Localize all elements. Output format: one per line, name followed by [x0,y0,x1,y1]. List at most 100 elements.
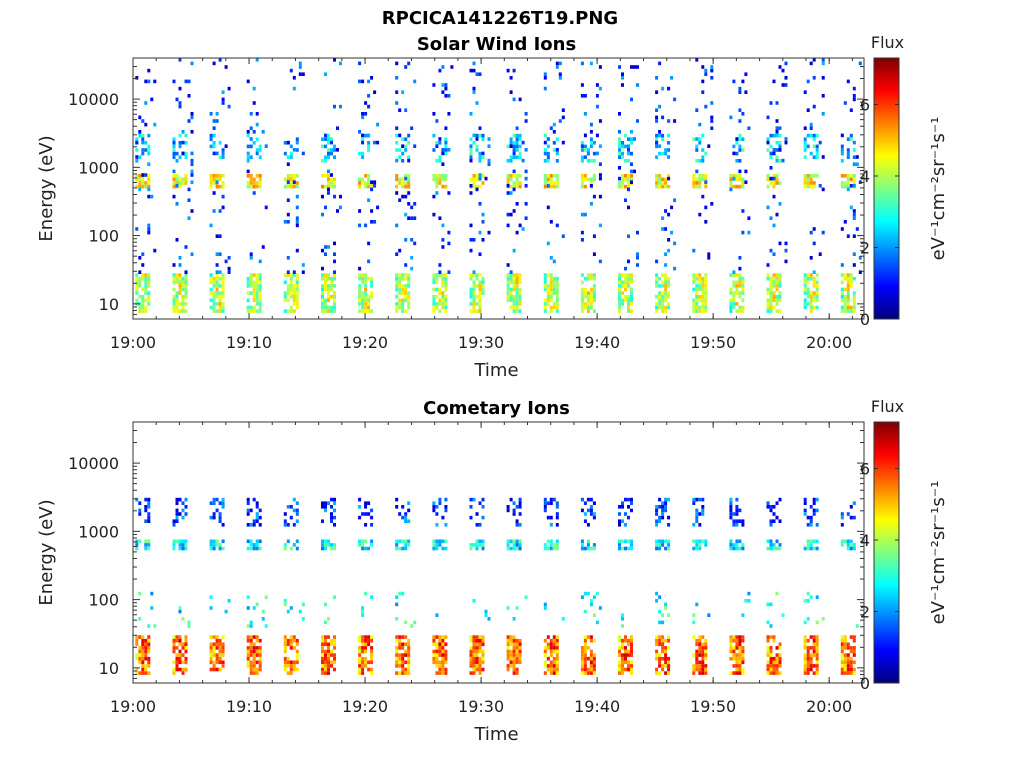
heatmap-cell [803,126,807,130]
heatmap-cell [512,309,516,313]
heatmap-cell [812,508,816,513]
heatmap-cell [627,546,630,551]
heatmap-cell [506,646,510,650]
heatmap-cell [370,539,374,544]
heatmap-cell [481,656,485,661]
heatmap-cell [218,642,222,647]
heatmap-cell [667,497,671,502]
heatmap-cell [704,649,708,654]
heatmap-cell [518,181,522,185]
heatmap-cell [546,273,550,277]
heatmap-cell [361,115,365,120]
heatmap-cell [289,309,293,313]
heatmap-cell [141,656,145,661]
heatmap-cell [840,664,844,668]
heatmap-cell [398,642,402,647]
heatmap-cell [286,638,290,643]
heatmap-cell [138,653,142,657]
heatmap-cell [809,276,813,281]
heatmap-cell [509,653,513,657]
heatmap-cell [475,302,479,306]
heatmap-cell [515,656,519,661]
heatmap-cell [212,126,216,130]
heatmap-cell [512,68,516,73]
heatmap-cell [147,539,151,544]
heatmap-cell [555,65,559,69]
heatmap-cell [330,543,333,547]
heatmap-cell [286,220,290,224]
heatmap-cell [444,284,448,288]
heatmap-cell [361,280,365,285]
heatmap-cell [432,276,436,281]
heatmap-cell [627,187,630,192]
heatmap-cell [283,523,287,527]
heatmap-cell [701,508,705,513]
heatmap-cell [184,276,188,281]
heatmap-cell [546,646,550,650]
heatmap-cell [583,212,587,217]
heatmap-cell [481,212,485,217]
heatmap-cell [370,595,374,599]
heatmap-cell [580,212,584,217]
heatmap-cell [295,539,299,544]
heatmap-cell [469,635,473,639]
heatmap-cell [321,519,324,523]
heatmap-cell [469,309,473,313]
heatmap-cell [772,284,776,288]
heatmap-cell [221,184,225,189]
heatmap-cell [249,284,253,288]
heatmap-cell [330,184,333,189]
heatmap-cell [580,141,584,145]
heatmap-cell [472,660,476,665]
heatmap-cell [815,280,819,285]
heatmap-cell [321,635,324,639]
heatmap-cell [187,620,191,625]
heatmap-cell [738,177,742,182]
heatmap-cell [852,148,856,152]
heatmap-cell [655,76,659,80]
heatmap-cell [286,212,290,217]
heatmap-cell [255,653,259,657]
heatmap-cell [509,276,513,281]
heatmap-cell [361,539,365,544]
heatmap-cell [580,298,584,303]
heatmap-cell [512,148,516,152]
heatmap-cell [512,660,516,665]
heatmap-cell [330,638,333,643]
heatmap-cell [324,72,327,76]
heatmap-cell [395,141,399,145]
heatmap-cell [147,294,151,299]
heatmap-cell [395,543,399,547]
heatmap-cell [701,174,705,178]
heatmap-cell [552,543,556,547]
heatmap-cell [407,276,411,281]
heatmap-cell [469,248,473,253]
heatmap-cell [395,649,399,654]
heatmap-cell [627,638,630,643]
heatmap-cell [209,184,213,189]
heatmap-cell [184,309,188,313]
heatmap-cell [330,515,333,520]
heatmap-cell [840,515,844,520]
heatmap-cell [181,284,185,288]
heatmap-cell [481,291,485,295]
heatmap-cell [324,642,327,647]
heatmap-cell [333,270,336,274]
heatmap-cell [812,546,816,551]
heatmap-cell [401,305,405,310]
heatmap-cell [221,653,225,657]
heatmap-cell [843,298,847,303]
heatmap-cell [435,273,439,277]
heatmap-cell [295,294,299,299]
heatmap-cell [766,174,770,178]
colorbar-units-label: eV⁻¹cm⁻²sr⁻¹s⁻¹ [928,481,949,625]
heatmap-cell [701,276,705,281]
heatmap-cell [184,543,188,547]
heatmap-cell [441,546,445,551]
heatmap-cell [775,501,779,505]
heatmap-cell [766,638,770,643]
heatmap-cell [147,497,151,502]
heatmap-cell [358,181,362,185]
heatmap-cell [710,115,714,120]
heatmap-cell [843,101,847,105]
